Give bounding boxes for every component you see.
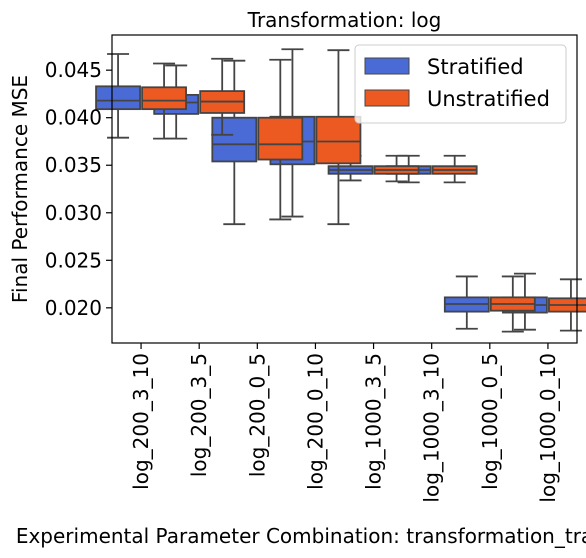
x-tick-label: log_1000_0_5 xyxy=(478,353,502,490)
box-iqr xyxy=(141,86,187,111)
box-unstratified-log_200_0_10 xyxy=(315,49,362,226)
y-tick-label: 0.020 xyxy=(45,296,102,320)
box-unstratified-log_200_0_5 xyxy=(257,58,304,221)
box-unstratified-log_1000_3_10 xyxy=(431,154,478,184)
x-tick-label: log_200_0_10 xyxy=(303,353,327,490)
x-tick-label: log_1000_3_5 xyxy=(362,353,386,490)
box-iqr xyxy=(315,115,362,165)
box-iqr xyxy=(95,85,141,111)
chart-title: Transformation: log xyxy=(247,8,442,32)
y-tick-label: 0.035 xyxy=(45,153,102,177)
legend-label-stratified: Stratified xyxy=(427,55,524,79)
x-tick-label: log_1000_0_10 xyxy=(536,353,560,503)
y-axis-label: Final Performance MSE xyxy=(8,75,32,303)
box-stratified-log_200_3_10 xyxy=(95,53,141,139)
box-stratified-log_200_0_5 xyxy=(211,59,258,226)
y-tick-label: 0.030 xyxy=(45,201,102,225)
y-tick-label: 0.045 xyxy=(45,58,102,82)
y-tick-label: 0.025 xyxy=(45,248,102,272)
x-tick-label: log_200_0_5 xyxy=(245,353,269,477)
plot-area xyxy=(95,48,586,333)
x-axis-label: Experimental Parameter Combination: tran… xyxy=(16,524,586,548)
y-tick-label: 0.040 xyxy=(45,106,102,130)
plot-frame xyxy=(111,34,578,344)
legend-label-unstratified: Unstratified xyxy=(427,87,550,111)
box-unstratified-log_1000_3_5 xyxy=(373,154,420,183)
box-unstratified-log_200_3_5 xyxy=(199,57,246,136)
x-tick-label: log_200_3_5 xyxy=(187,353,211,477)
legend: Stratified Unstratified xyxy=(354,44,567,124)
box-unstratified-log_1000_0_10 xyxy=(548,278,586,332)
x-tick-label: log_200_3_10 xyxy=(129,353,153,490)
x-tick-label: log_1000_3_10 xyxy=(420,353,444,503)
box-unstratified-log_200_3_10 xyxy=(141,62,187,140)
legend-swatch-unstratified xyxy=(364,89,410,107)
box-iqr xyxy=(211,116,258,163)
box-unstratified-log_1000_0_5 xyxy=(489,275,536,333)
axes: 0.020 0.025 0.030 0.035 0.040 0.045 log_200_3_… xyxy=(45,58,560,502)
legend-swatch-stratified xyxy=(364,57,410,75)
box-stratified-log_1000_0_5 xyxy=(443,275,490,330)
box-iqr xyxy=(257,116,304,161)
